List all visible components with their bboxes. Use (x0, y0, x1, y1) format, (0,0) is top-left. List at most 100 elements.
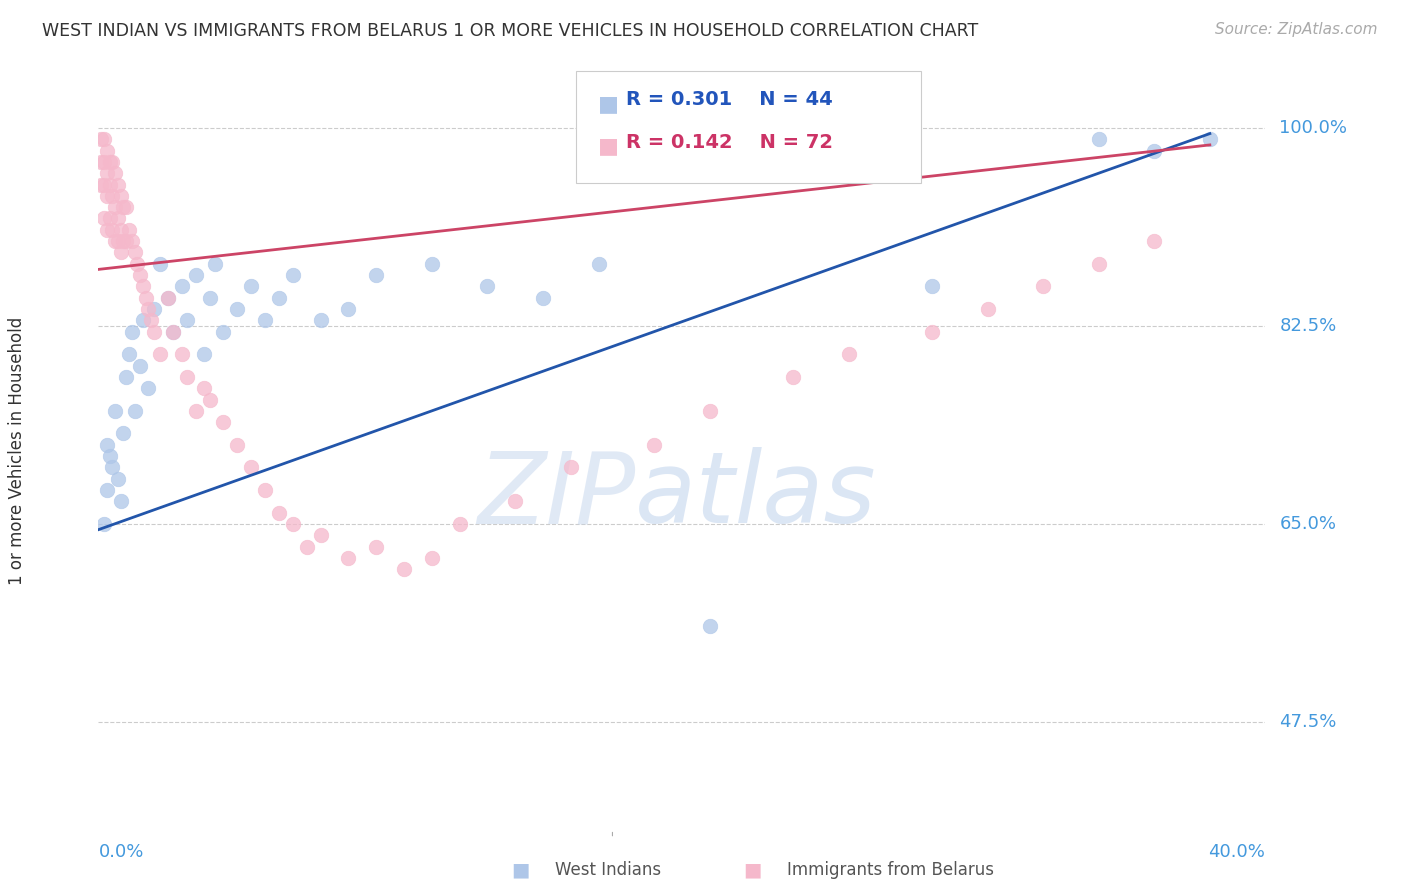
Text: R = 0.301    N = 44: R = 0.301 N = 44 (626, 90, 832, 109)
Point (193, 347, 215, 361)
Text: West Indians: West Indians (555, 861, 661, 879)
Point (198, 392, 221, 407)
Point (226, 438, 249, 452)
Point (337, 551, 360, 566)
Point (135, 291, 157, 305)
Point (129, 268, 152, 282)
Point (162, 325, 184, 339)
Text: ■: ■ (598, 94, 619, 113)
Point (104, 234, 127, 248)
Point (156, 291, 179, 305)
Point (170, 347, 193, 361)
Point (107, 178, 129, 192)
Point (366, 540, 388, 554)
Point (101, 460, 124, 475)
Point (90, 132, 112, 146)
Point (1143, 144, 1166, 158)
Point (101, 154, 124, 169)
Point (132, 279, 155, 293)
Text: ■: ■ (510, 860, 530, 880)
Point (107, 234, 129, 248)
Point (240, 279, 263, 293)
Point (127, 257, 149, 271)
Point (420, 257, 443, 271)
Point (93, 154, 115, 169)
Point (98, 154, 121, 169)
Point (392, 562, 415, 576)
Point (267, 291, 290, 305)
Point (132, 313, 155, 327)
Point (93, 132, 115, 146)
Point (93, 516, 115, 531)
Point (98, 211, 121, 226)
Text: 65.0%: 65.0% (1279, 515, 1336, 533)
Point (96, 166, 118, 180)
Point (184, 268, 207, 282)
Point (118, 347, 141, 361)
Text: ■: ■ (742, 860, 762, 880)
Point (295, 540, 318, 554)
Point (98, 449, 121, 463)
Point (121, 234, 143, 248)
Point (115, 370, 138, 384)
Point (699, 404, 721, 418)
Point (588, 257, 610, 271)
Point (560, 460, 582, 475)
Point (143, 325, 166, 339)
Point (477, 279, 499, 293)
Point (212, 325, 235, 339)
Point (156, 291, 179, 305)
Point (112, 426, 135, 441)
Point (193, 381, 215, 395)
Point (96, 144, 118, 158)
Point (309, 528, 332, 542)
Point (184, 404, 207, 418)
Point (96, 223, 118, 237)
Point (1143, 234, 1166, 248)
Point (90, 178, 112, 192)
Point (281, 268, 304, 282)
Point (531, 291, 554, 305)
Point (212, 415, 235, 429)
Point (112, 234, 135, 248)
Point (170, 279, 193, 293)
Text: 100.0%: 100.0% (1279, 119, 1347, 137)
Point (782, 370, 804, 384)
Point (1087, 257, 1109, 271)
Point (138, 381, 160, 395)
Point (104, 404, 127, 418)
Point (699, 619, 721, 633)
Point (148, 257, 170, 271)
Text: atlas: atlas (636, 448, 877, 544)
Text: 82.5%: 82.5% (1279, 317, 1337, 335)
Point (93, 211, 115, 226)
Point (107, 472, 129, 486)
Point (104, 166, 127, 180)
Point (124, 245, 146, 260)
Point (121, 325, 143, 339)
Point (96, 483, 118, 497)
Point (115, 200, 138, 214)
Point (162, 325, 184, 339)
Point (449, 516, 471, 531)
Point (104, 200, 127, 214)
Point (1087, 132, 1109, 146)
Point (115, 234, 138, 248)
Point (643, 438, 665, 452)
Point (110, 494, 132, 508)
Point (129, 359, 152, 373)
Point (90, 154, 112, 169)
Point (503, 494, 526, 508)
Point (96, 438, 118, 452)
Text: 0.0%: 0.0% (98, 843, 143, 861)
Text: ■: ■ (598, 136, 619, 156)
Point (148, 347, 170, 361)
Point (198, 291, 221, 305)
Point (976, 301, 998, 316)
Point (124, 404, 146, 418)
Point (267, 506, 290, 520)
Point (138, 301, 160, 316)
Point (240, 460, 263, 475)
Point (1198, 132, 1220, 146)
Point (921, 325, 943, 339)
